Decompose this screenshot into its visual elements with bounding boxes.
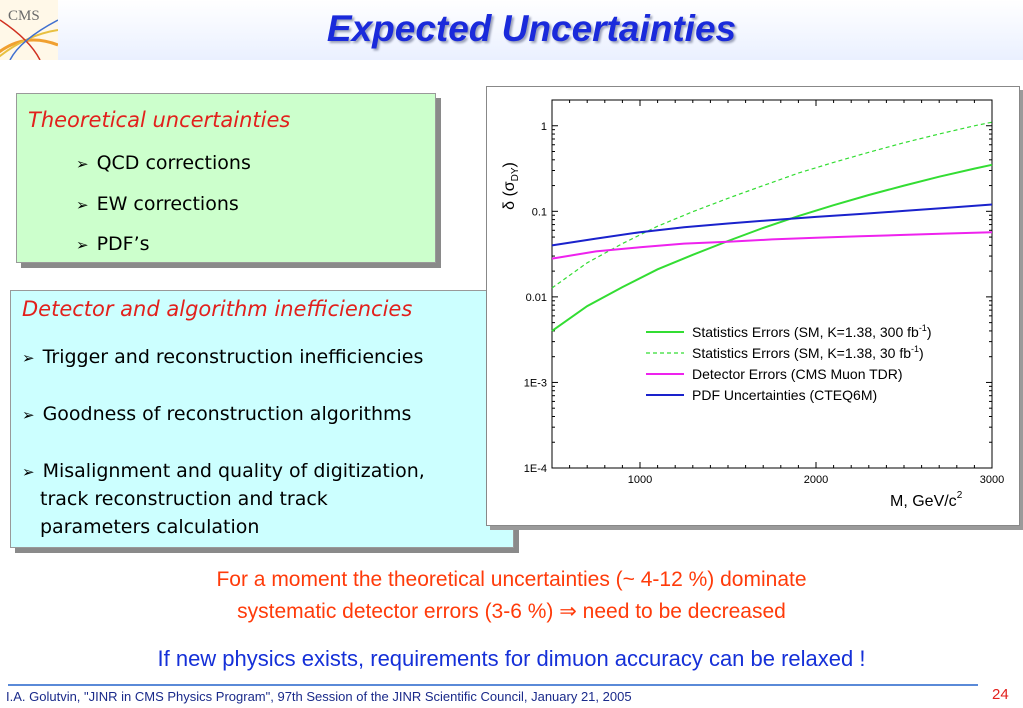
arrow-bullet-icon: ➢ [76,196,89,214]
detector-box [10,290,514,548]
x-tick-label: 1000 [628,474,652,486]
x-tick-label: 2000 [804,474,828,486]
header-band [0,0,1023,60]
series-line-1 [551,121,993,289]
detector-item-goodness: ➢ Goodness of reconstruction algorithms [22,403,412,425]
legend-label-0: Statistics Errors (SM, K=1.38, 300 fb-1) [692,323,932,340]
y-tick-label: 0.1 [532,206,547,218]
arrow-bullet-icon: ➢ [22,406,35,424]
legend-label-3: PDF Uncertainties (CTEQ6M) [692,387,877,403]
y-axis-label: δ (σDY) [501,162,521,210]
plot-frame [486,86,1020,526]
detector-item-trigger: ➢ Trigger and reconstruction inefficienci… [22,346,424,368]
detector-item-misalignment-line2: track reconstruction and track [40,488,328,510]
legend-label-2: Detector Errors (CMS Muon TDR) [692,366,903,382]
plot-area [551,99,993,469]
y-tick-label: 0.01 [526,292,547,304]
series-line-0 [551,163,993,332]
detector-heading: Detector and algorithm inefficiencies [22,297,413,321]
logo-text: CMS [8,8,40,24]
theory-heading: Theoretical uncertainties [28,108,291,132]
series-line-2 [551,231,993,260]
theory-item-qcd: ➢ QCD corrections [76,152,251,174]
note-line2: systematic detector errors (3-6 %) ⇒ nee… [237,600,786,623]
slide-title: Expected Uncertainties [326,8,737,49]
series-line-3 [551,203,993,247]
theory-item-pdf: ➢ PDF’s [76,233,150,255]
note-line1: For a moment the theoretical uncertainti… [216,568,807,591]
arrow-bullet-icon: ➢ [76,155,89,173]
detector-item-misalignment-line3: parameters calculation [40,516,260,538]
page-number: 24 [992,686,1009,703]
legend-label-1: Statistics Errors (SM, K=1.38, 30 fb-1) [692,344,924,361]
footer-divider [8,684,978,686]
x-axis-label: M, GeV/c2 [890,490,963,510]
detector-item-misalignment: ➢ Misalignment and quality of digitizatio… [22,460,425,482]
y-tick-label: 1 [541,121,547,133]
arrow-bullet-icon: ➢ [76,236,89,254]
x-tick-label: 3000 [980,474,1004,486]
arrow-bullet-icon: ➢ [22,463,35,481]
theory-item-ew: ➢ EW corrections [76,193,239,215]
footer-citation: I.A. Golutvin, "JINR in CMS Physics Prog… [6,689,632,704]
arrow-bullet-icon: ➢ [22,349,35,367]
cms-logo: CMS [0,0,58,60]
y-tick-label: 1E-3 [524,377,547,389]
y-tick-label: 1E-4 [524,463,547,475]
chart-legend: Statistics Errors (SM, K=1.38, 300 fb-1)… [646,323,932,403]
uncertainty-chart: 1 0.1 0.01 1E-3 1E-4 1000 2000 3000 δ (σDY) M,… [501,99,1004,510]
note-blue: If new physics exists, requirements for … [157,646,866,671]
theory-box [16,93,436,263]
